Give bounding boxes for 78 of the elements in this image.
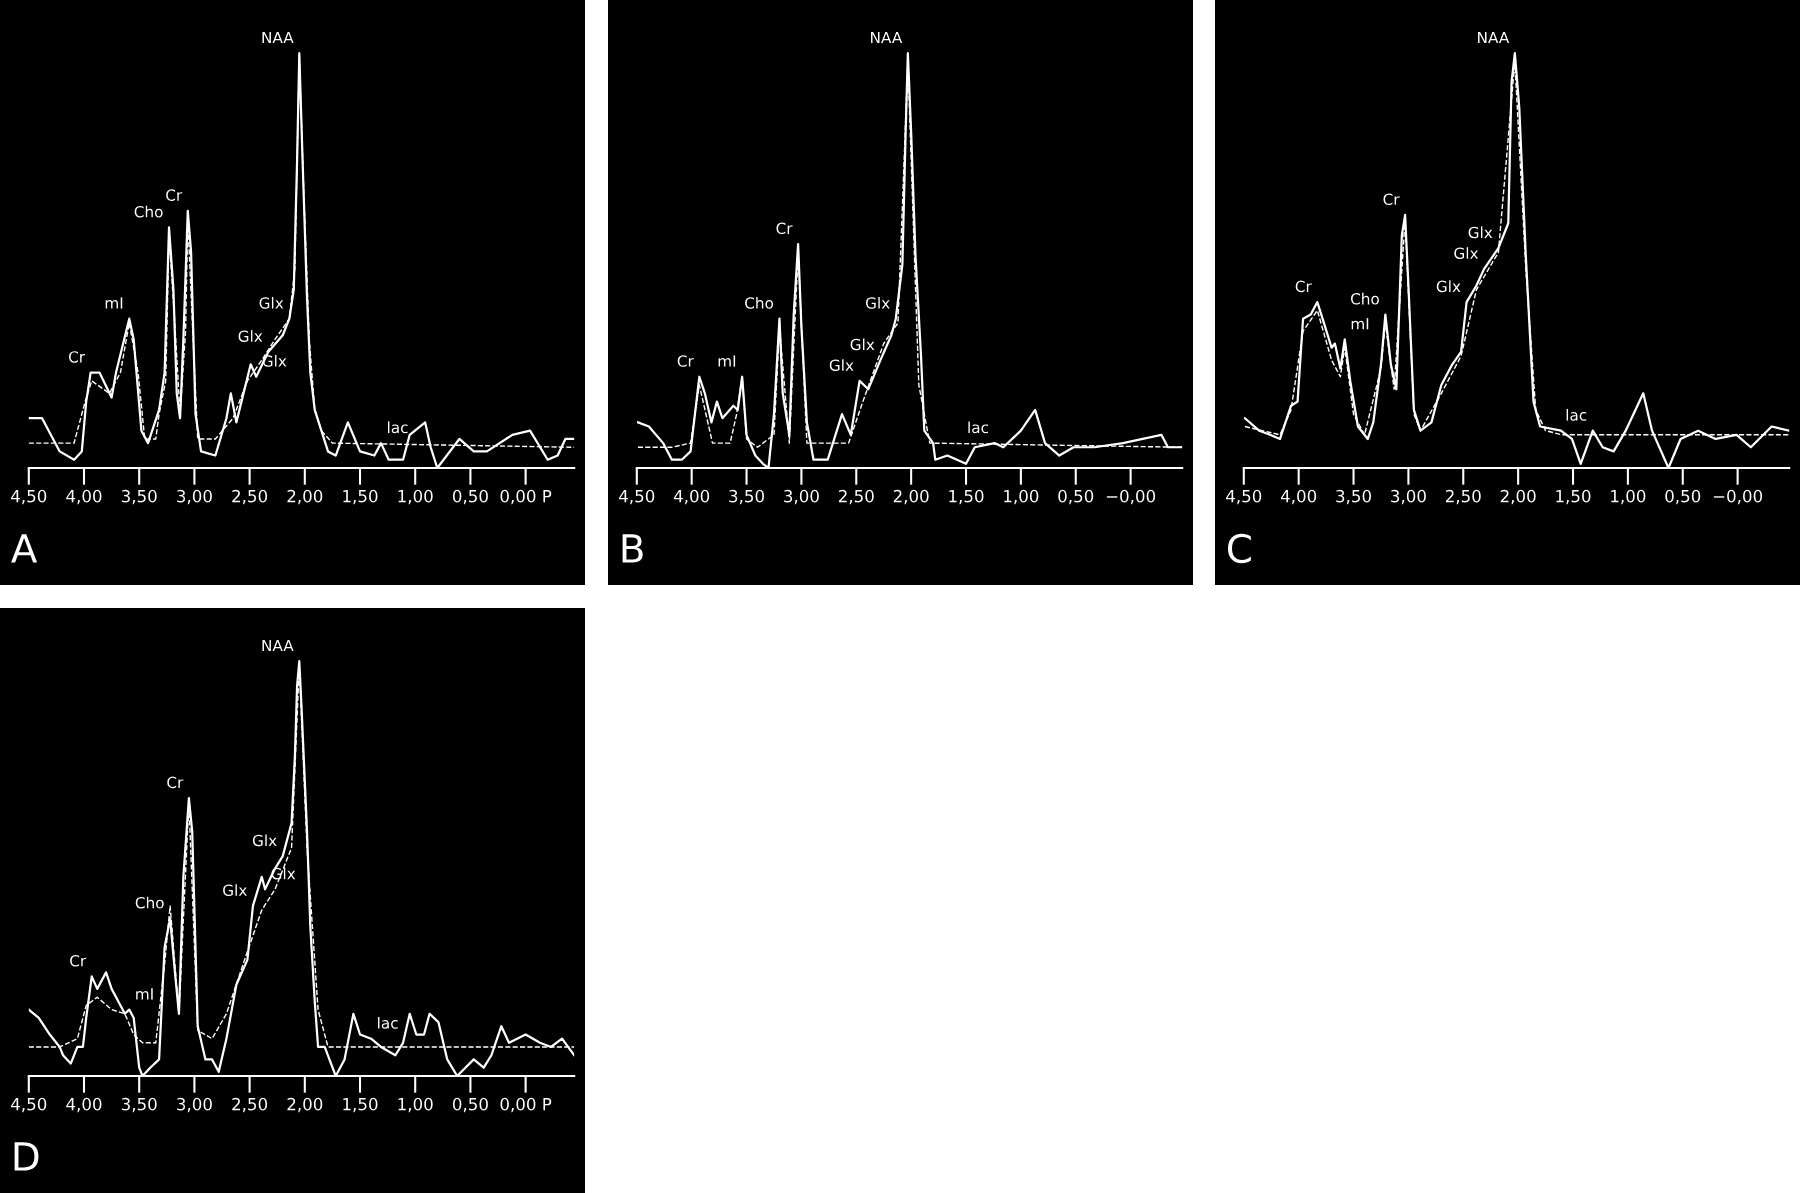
x-tick-label: 2,50 [1445,489,1481,505]
x-tick-label: 4,50 [619,489,655,505]
x-tick-label: 0,00 P [500,489,552,505]
x-tick-label: 1,00 [398,489,433,505]
x-tick-label: 3,00 [784,489,819,505]
annotation: Cr [1383,193,1400,206]
x-tick-label: 0,50 [1058,489,1094,505]
annotation: lac [378,1016,398,1029]
text: A [11,534,38,563]
x-tick-label: 2,50 [232,1097,268,1113]
annotation: Cr [167,776,184,789]
x-tick-label: 4,00 [66,489,102,505]
x-tick-label: 3,50 [1336,489,1371,505]
x-tick-label: 3,00 [177,489,212,505]
annotation: Cho [745,296,774,309]
annotation: NAA [262,639,294,652]
x-tick-label: 4,00 [66,1097,102,1113]
annotation: mI [105,297,123,309]
x-tick-label: 1,00 [1004,489,1039,505]
annotation: lac [387,421,408,434]
annotation: Glx [829,359,854,371]
x-tick-label: −0,00 [1713,489,1763,505]
annotation: mI [136,988,153,1000]
annotation: Glx [1454,247,1479,259]
annotation: NAA [1478,31,1510,44]
x-tick-label: 2,00 [893,489,929,505]
x-tick-label: 0,00 P [500,1097,552,1113]
annotation: Cr [776,222,793,235]
annotation: Cr [68,351,86,363]
annotation: Glx [238,330,263,342]
x-tick-label: 3,50 [121,489,157,505]
x-tick-label: 1,50 [949,489,984,505]
annotation: Glx [1436,280,1461,293]
annotation: lac [968,421,989,434]
annotation: Cho [1350,292,1379,305]
text: C [1227,533,1251,564]
x-tick-label: −0,00 [1106,489,1156,505]
annotation: Glx [259,296,284,309]
annotation: Cr [166,189,183,201]
x-tick-label: 4,50 [11,1097,47,1113]
text: B [622,534,643,563]
x-tick-label: 1,50 [343,1097,378,1113]
annotation: Cr [70,954,87,967]
text: D [14,1142,39,1171]
annotation: Cho [134,205,163,218]
annotation: NAA [262,31,294,44]
x-tick-label: 1,50 [343,489,378,505]
x-tick-label: 4,50 [1226,489,1262,505]
x-tick-label: 3,50 [121,1097,157,1113]
x-tick-label: 4,00 [673,489,710,505]
x-tick-label: 3,00 [1391,489,1426,505]
x-tick-label: 3,00 [177,1097,212,1113]
x-tick-label: 1,00 [398,1097,433,1113]
x-tick-label: 1,00 [1611,489,1646,505]
x-tick-label: 0,50 [452,489,488,505]
x-tick-label: 2,00 [287,489,323,505]
x-tick-label: 3,50 [729,489,764,505]
annotation: lac [1566,408,1587,421]
annotation: Cr [677,355,694,367]
x-tick-label: 1,50 [1556,489,1591,505]
x-tick-label: 0,50 [1665,489,1701,505]
annotation: NAA [871,31,903,44]
annotation: mI [718,355,736,367]
x-tick-label: 2,00 [287,1097,323,1113]
annotation: mI [1351,318,1369,330]
x-tick-label: 2,50 [838,489,874,505]
annotation: Glx [865,296,890,309]
annotation: Glx [252,834,277,847]
annotation: Glx [1468,226,1493,239]
x-tick-label: 2,50 [232,489,268,505]
annotation: Cho [135,896,164,909]
annotation: Glx [850,338,875,351]
annotation: Glx [223,884,247,897]
x-tick-label: 2,00 [1500,489,1536,505]
x-tick-label: 4,50 [11,489,47,505]
annotation: Cr [1295,280,1312,293]
x-tick-label: 0,50 [452,1097,488,1113]
x-tick-label: 4,00 [1280,489,1317,505]
